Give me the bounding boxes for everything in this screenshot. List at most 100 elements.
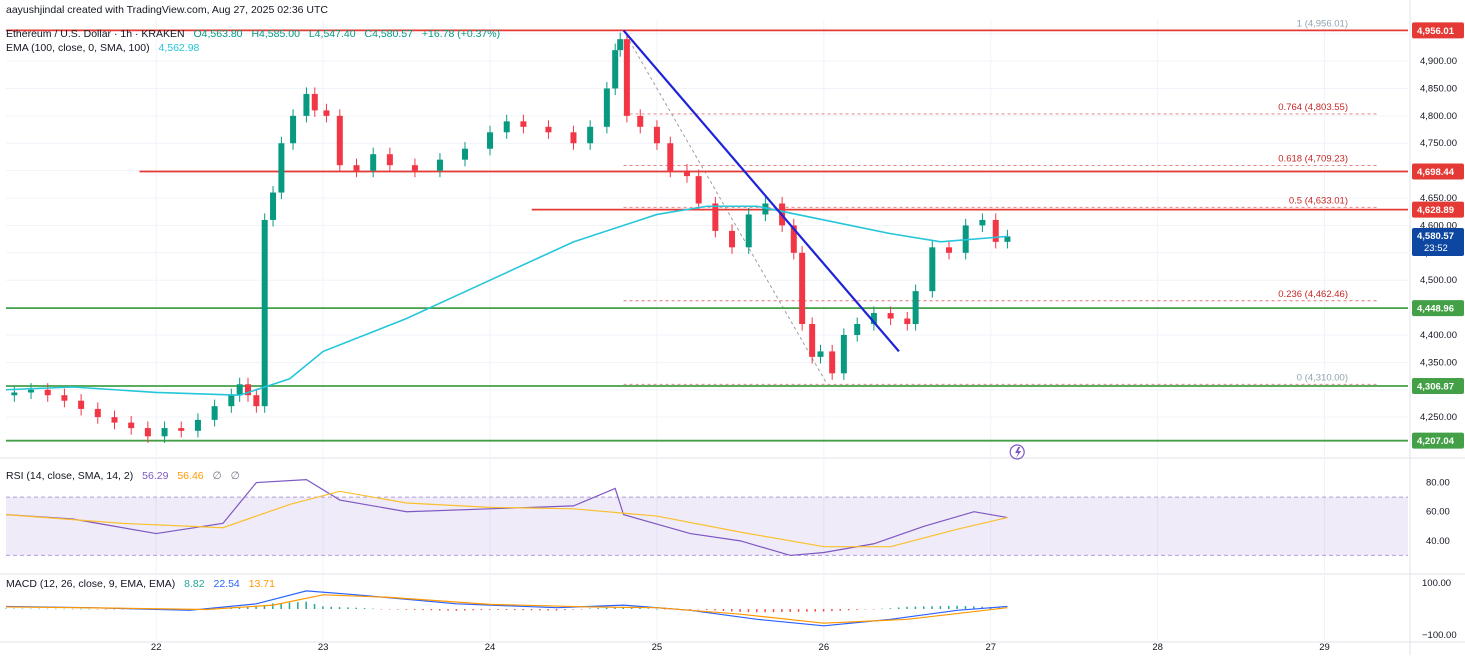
candle-bear (78, 400, 85, 409)
last-price-tag (1412, 228, 1464, 257)
price-tick-label: 4,800.00 (1420, 111, 1457, 122)
candle-bull (612, 50, 619, 89)
rsi-header[interactable]: RSI (14, close, SMA, 14, 2) 56.29 56.46 … (6, 470, 246, 482)
candle-bear (712, 203, 719, 231)
price-tick-label: 4,350.00 (1420, 357, 1457, 368)
macd-histogram-bar (664, 609, 666, 610)
macd-histogram-bar (505, 609, 508, 610)
rsi-ma-value: 56.46 (177, 470, 204, 482)
candle-bear (570, 132, 577, 144)
fib-level-label: 0.236 (4,462.46) (1278, 289, 1348, 300)
macd-header[interactable]: MACD (12, 26, close, 9, EMA, EMA) 8.82 2… (6, 578, 281, 590)
macd-histogram-bar (514, 609, 516, 611)
macd-histogram-bar (347, 607, 349, 609)
ohlc-close: C4,580.57 (364, 28, 413, 40)
fib-diagonal-line (623, 30, 828, 385)
macd-histogram-bar (313, 604, 316, 609)
macd-histogram-bar (572, 609, 574, 610)
candle-bull (817, 351, 824, 357)
candle-bear (520, 121, 527, 127)
ohlc-low: L4,547.40 (308, 28, 356, 40)
macd-histogram-bar (739, 609, 741, 612)
macd-histogram-bar (655, 609, 658, 610)
tradingview-credit: aayushjindal created with TradingView.co… (6, 4, 334, 16)
macd-histogram-bar (605, 607, 608, 609)
macd-histogram-bar (489, 609, 491, 610)
rsi-value-3: ∅ (212, 470, 222, 482)
macd-histogram-bar (589, 608, 591, 609)
macd-signal-line (5, 594, 1008, 624)
macd-histogram-bar (422, 609, 424, 611)
macd-histogram-bar (88, 608, 90, 610)
macd-histogram-bar (13, 608, 15, 610)
macd-histogram-bar (539, 609, 541, 611)
macd-histogram-bar (889, 608, 892, 609)
candle-bull (617, 39, 624, 51)
ema-value: 4,562.98 (158, 42, 200, 54)
macd-histogram-bar (747, 609, 750, 613)
symbol-header[interactable]: Ethereum / U.S. Dollar · 1h · KRAKEN O4,… (6, 28, 506, 40)
macd-histogram-bar (555, 609, 558, 611)
macd-histogram-bar (96, 609, 99, 610)
rsi-value: 56.29 (142, 470, 169, 482)
macd-histogram-bar (255, 606, 257, 609)
candle-bear (178, 428, 185, 431)
candle-bull (587, 126, 594, 144)
countdown-label: 23:52 (1424, 243, 1448, 254)
macd-histogram-bar (806, 609, 808, 612)
price-tick-label: 4,400.00 (1420, 330, 1457, 341)
candle-bear (94, 408, 101, 418)
macd-histogram-bar (939, 606, 942, 609)
candle-bear (637, 115, 644, 127)
bearish-trend-line (622, 29, 900, 353)
candle-bear (336, 115, 343, 166)
candle-bear (353, 165, 360, 171)
macd-histogram-bar (689, 609, 691, 610)
fib-level-label: 1 (4,956.01) (1297, 18, 1348, 29)
macd-histogram-bar (522, 609, 524, 611)
support-price-label: 4,207.04 (1417, 436, 1455, 447)
macd-label[interactable]: MACD (12, 26, close, 9, EMA, EMA) (6, 578, 176, 590)
macd-histogram-bar (706, 609, 708, 610)
candle-bear (809, 324, 816, 357)
candle-bear (144, 428, 151, 437)
macd-histogram-bar (597, 608, 600, 609)
time-tick-label: 28 (1152, 642, 1163, 653)
macd-histogram-bar (956, 605, 958, 609)
macd-histogram-bar (897, 607, 900, 609)
candle-bull (854, 324, 861, 335)
price-tick-label: 4,850.00 (1420, 83, 1457, 94)
candle-bull (211, 406, 218, 420)
macd-histogram-bar (756, 609, 758, 613)
macd-histogram-bar (914, 606, 917, 609)
macd-histogram-bar (447, 609, 449, 611)
macd-histogram-bar (80, 608, 82, 610)
macd-histogram-bar (497, 609, 499, 610)
symbol-name[interactable]: Ethereum / U.S. Dollar · 1h · KRAKEN (6, 28, 185, 40)
macd-histogram-bar (272, 603, 274, 609)
macd-histogram-bar (547, 609, 549, 611)
macd-histogram-bar (330, 606, 332, 609)
candle-bull (236, 384, 243, 396)
macd-histogram-bar (30, 608, 32, 610)
ema-label[interactable]: EMA (100, close, 0, SMA, 100) (6, 42, 150, 54)
candle-bear (667, 143, 674, 171)
rsi-label[interactable]: RSI (14, close, SMA, 14, 2) (6, 470, 134, 482)
resistance-price-label: 4,698.44 (1417, 167, 1455, 178)
candle-bull (603, 88, 610, 127)
macd-histogram-bar (722, 609, 725, 611)
fib-level-label: 0.764 (4,803.55) (1278, 102, 1348, 113)
macd-signal-value: 13.71 (248, 578, 275, 590)
macd-histogram-bar (463, 609, 466, 611)
ema-header[interactable]: EMA (100, close, 0, SMA, 100) 4,562.98 (6, 42, 205, 54)
macd-histogram-bar (297, 602, 299, 609)
candle-bear (729, 230, 736, 248)
macd-histogram-bar (38, 608, 40, 610)
candle-bear (695, 176, 702, 204)
macd-histogram-bar (630, 607, 633, 609)
candle-bear (829, 351, 836, 374)
candle-bull (979, 219, 986, 226)
support-price-tag (1412, 300, 1464, 317)
